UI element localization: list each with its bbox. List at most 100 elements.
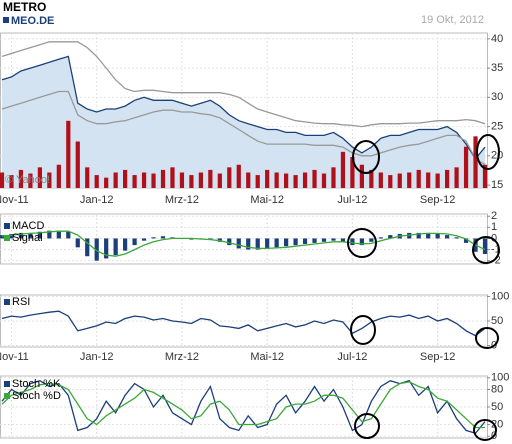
bar	[369, 238, 374, 242]
bar	[141, 238, 147, 241]
line	[1, 90, 486, 166]
volume-bar	[426, 172, 431, 188]
bar	[284, 238, 289, 247]
bar	[435, 234, 440, 239]
volume-bar	[75, 141, 80, 188]
x-tick-label: Jan-12	[80, 351, 114, 363]
bar	[75, 238, 80, 248]
x-tick-label: Nov-11	[0, 194, 29, 206]
x-tick-label: Mai-12	[250, 351, 284, 363]
volume-bar	[151, 173, 156, 188]
bar	[445, 235, 450, 239]
volume-bar	[407, 172, 412, 188]
volume-bar	[47, 172, 52, 188]
bar	[28, 232, 33, 239]
bar	[66, 231, 71, 239]
legend-swatch	[4, 381, 10, 387]
volume-bar	[189, 175, 194, 188]
y-tick-label: -2	[491, 255, 501, 267]
bar	[227, 238, 232, 246]
legend-swatch	[4, 393, 10, 399]
volume-bar	[0, 172, 5, 188]
bar	[123, 238, 128, 251]
volume-bar	[170, 167, 175, 188]
volume-bar	[132, 175, 137, 188]
volume-bar	[227, 167, 232, 188]
legend-swatch	[4, 235, 10, 241]
x-tick-label: Jan-12	[80, 194, 114, 206]
volume-bar	[397, 173, 402, 188]
legend-label: Stoch %D	[12, 390, 61, 402]
highlight-circle	[352, 140, 380, 174]
volume-bar	[160, 169, 166, 188]
bar	[18, 232, 24, 239]
bar	[132, 238, 137, 246]
volume-bar	[369, 169, 374, 188]
line	[1, 55, 486, 160]
volume-bar	[198, 172, 203, 188]
bar	[37, 231, 42, 239]
volume-bar	[217, 173, 222, 188]
y-tick-label: 35	[491, 62, 503, 74]
volume-bar	[179, 172, 185, 188]
x-tick-label: Mai-12	[250, 194, 284, 206]
bar	[350, 238, 355, 246]
highlight-circle	[354, 413, 380, 439]
y-tick-label: 80	[491, 383, 503, 395]
date: 19 Okt, 2012	[421, 14, 484, 26]
legend-swatch	[4, 299, 10, 305]
volume-bar	[340, 151, 346, 188]
bar	[104, 238, 109, 259]
bar	[359, 238, 364, 246]
highlight-circle	[472, 236, 500, 264]
bar	[388, 235, 393, 239]
bar	[293, 238, 298, 246]
bar	[331, 238, 336, 241]
y-tick-label: 30	[491, 91, 503, 103]
line	[1, 230, 486, 257]
volume-bar	[104, 177, 109, 188]
bar	[246, 238, 251, 250]
volume-bar	[454, 167, 459, 188]
bar	[312, 238, 317, 243]
volume-bar	[66, 120, 71, 188]
bar	[94, 238, 99, 261]
bar	[321, 238, 327, 242]
x-tick-label: Mrz-12	[165, 351, 199, 363]
volume-bar	[416, 169, 421, 188]
bar	[47, 230, 52, 239]
volume-bar	[18, 169, 24, 188]
bar	[454, 237, 459, 239]
bar	[151, 237, 156, 239]
volume-bar	[302, 172, 308, 188]
volume-bar	[293, 175, 298, 188]
volume-bar	[473, 136, 478, 188]
bar	[378, 237, 383, 239]
legend-label: Signal	[12, 232, 43, 244]
highlight-circle	[473, 419, 497, 441]
highlight-circle	[476, 134, 500, 170]
symbol-marker	[3, 17, 9, 23]
volume-bar	[359, 164, 364, 188]
volume-bar	[236, 164, 241, 188]
volume-bar	[255, 175, 260, 188]
bar	[340, 238, 346, 242]
y-tick-label: 100	[491, 372, 509, 384]
y-tick-label: 40	[491, 33, 503, 45]
volume-bar	[141, 172, 147, 188]
legend-label: MACD	[12, 220, 44, 232]
volume-bar	[123, 169, 128, 188]
legend-label: RSI	[12, 296, 30, 308]
bar	[265, 238, 270, 249]
y-tick-label: 50	[491, 401, 503, 413]
bar	[160, 236, 166, 239]
x-tick-label: Jul-12	[337, 194, 367, 206]
y-tick-label: 25	[491, 120, 503, 132]
bar	[426, 232, 431, 239]
bar	[463, 238, 469, 243]
volume-bar	[321, 173, 327, 188]
highlight-circle	[475, 327, 499, 349]
x-tick-label: Mrz-12	[165, 194, 199, 206]
volume-bar	[37, 167, 42, 188]
